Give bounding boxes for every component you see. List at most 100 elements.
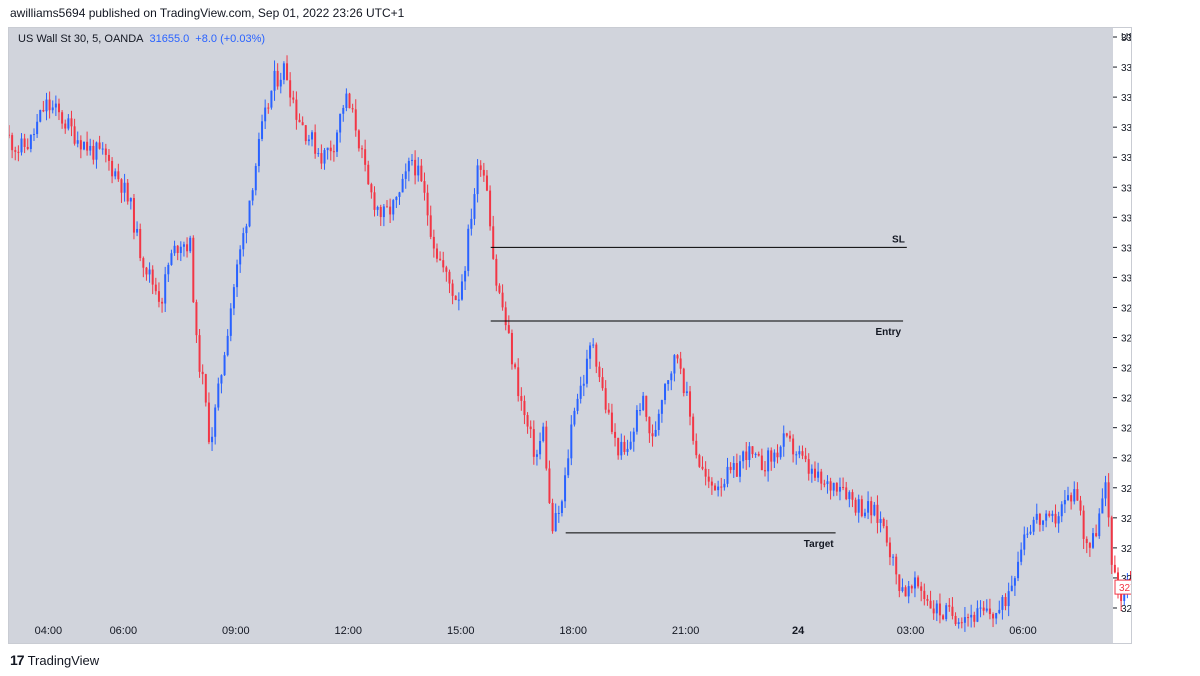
- candle: [898, 574, 901, 598]
- level-target[interactable]: Target: [565, 532, 836, 550]
- candle: [64, 119, 67, 134]
- candle: [232, 284, 235, 316]
- tradingview-logo-icon: 17: [10, 652, 25, 668]
- footer-branding: 17 TradingView: [10, 652, 99, 668]
- candle: [270, 90, 273, 110]
- price-axis[interactable]: [1113, 28, 1131, 643]
- candle: [963, 606, 966, 632]
- candle: [473, 188, 476, 226]
- candle: [938, 593, 941, 624]
- candle: [282, 61, 285, 85]
- candle: [417, 157, 420, 182]
- candle: [1057, 511, 1060, 533]
- candle: [813, 461, 816, 481]
- candle: [326, 147, 329, 160]
- candle: [751, 446, 754, 458]
- candle: [1104, 475, 1107, 507]
- candle: [860, 495, 863, 518]
- candle: [61, 110, 64, 129]
- candle: [892, 554, 895, 566]
- y-tick-label: 33060.0: [1121, 183, 1131, 194]
- candle: [867, 491, 870, 520]
- x-tick-label: 04:00: [35, 625, 63, 637]
- time-axis[interactable]: [9, 617, 1113, 643]
- candle: [992, 612, 995, 628]
- candle: [342, 104, 345, 122]
- candle: [1029, 524, 1032, 535]
- candle: [142, 256, 145, 278]
- candle: [848, 490, 851, 508]
- candle: [123, 173, 126, 202]
- y-tick-label: 32780.0: [1121, 604, 1131, 615]
- symbol-legend: US Wall St 30, 5, OANDA 31655.0 +8.0 (+0.0…: [18, 33, 265, 45]
- level-entry[interactable]: Entry: [490, 320, 904, 338]
- candle: [985, 599, 988, 613]
- candle: [98, 135, 101, 150]
- plot-area[interactable]: [9, 28, 1113, 617]
- candle: [89, 138, 92, 156]
- candle: [870, 496, 873, 524]
- candle: [1048, 510, 1051, 518]
- y-tick-label: 32820.0: [1121, 544, 1131, 555]
- candle: [157, 282, 160, 308]
- candle: [36, 114, 39, 138]
- candle: [254, 163, 257, 196]
- candle: [654, 421, 657, 437]
- candle: [392, 198, 395, 221]
- candle: [292, 90, 295, 104]
- x-tick-label: 06:00: [1009, 625, 1037, 637]
- candle: [648, 416, 651, 443]
- candle: [773, 449, 776, 468]
- chart-canvas[interactable]: SL Entry Target USD33160.0 33140.0 33120.0 33…: [9, 28, 1131, 643]
- candle: [645, 395, 648, 422]
- candle: [220, 374, 223, 394]
- candle: [873, 501, 876, 517]
- candle: [807, 453, 810, 481]
- candle: [823, 479, 826, 488]
- candle: [885, 519, 888, 547]
- x-tick-label: 03:00: [897, 625, 925, 637]
- candle: [204, 373, 207, 407]
- y-tick-label: 33140.0: [1121, 63, 1131, 74]
- y-tick-label: 32880.0: [1121, 454, 1131, 465]
- level-sl[interactable]: SL: [490, 234, 907, 248]
- x-tick-label: 12:00: [334, 625, 362, 637]
- candle: [732, 456, 735, 478]
- candle: [879, 511, 882, 533]
- candle: [954, 612, 957, 626]
- candle: [407, 157, 410, 182]
- candle: [26, 138, 29, 151]
- candle: [854, 497, 857, 516]
- candle: [32, 128, 35, 141]
- y-tick-label: 33100.0: [1121, 123, 1131, 134]
- candle: [432, 229, 435, 258]
- candle: [179, 241, 182, 262]
- candle: [1051, 510, 1054, 523]
- candle: [389, 198, 392, 223]
- candle: [926, 594, 929, 606]
- candle: [1038, 512, 1041, 532]
- candle: [929, 590, 932, 609]
- candle: [820, 468, 823, 491]
- candle: [1023, 526, 1026, 556]
- candle: [517, 358, 520, 402]
- candle: [785, 432, 788, 438]
- candles-group: [9, 55, 1131, 632]
- candle: [685, 381, 688, 396]
- candle: [560, 499, 563, 517]
- candle: [567, 449, 570, 479]
- candle: [1026, 527, 1029, 538]
- candle: [689, 385, 692, 426]
- candle: [51, 100, 54, 114]
- candle: [492, 215, 495, 260]
- chart-frame[interactable]: SL Entry Target USD33160.0 33140.0 33120.0 33…: [8, 27, 1132, 644]
- candle: [317, 148, 320, 157]
- candle: [104, 143, 107, 163]
- candle: [623, 435, 626, 455]
- candle: [801, 445, 804, 460]
- candle: [170, 249, 173, 266]
- candle: [695, 433, 698, 459]
- candle: [748, 441, 751, 468]
- candle: [507, 315, 510, 334]
- candle: [336, 129, 339, 157]
